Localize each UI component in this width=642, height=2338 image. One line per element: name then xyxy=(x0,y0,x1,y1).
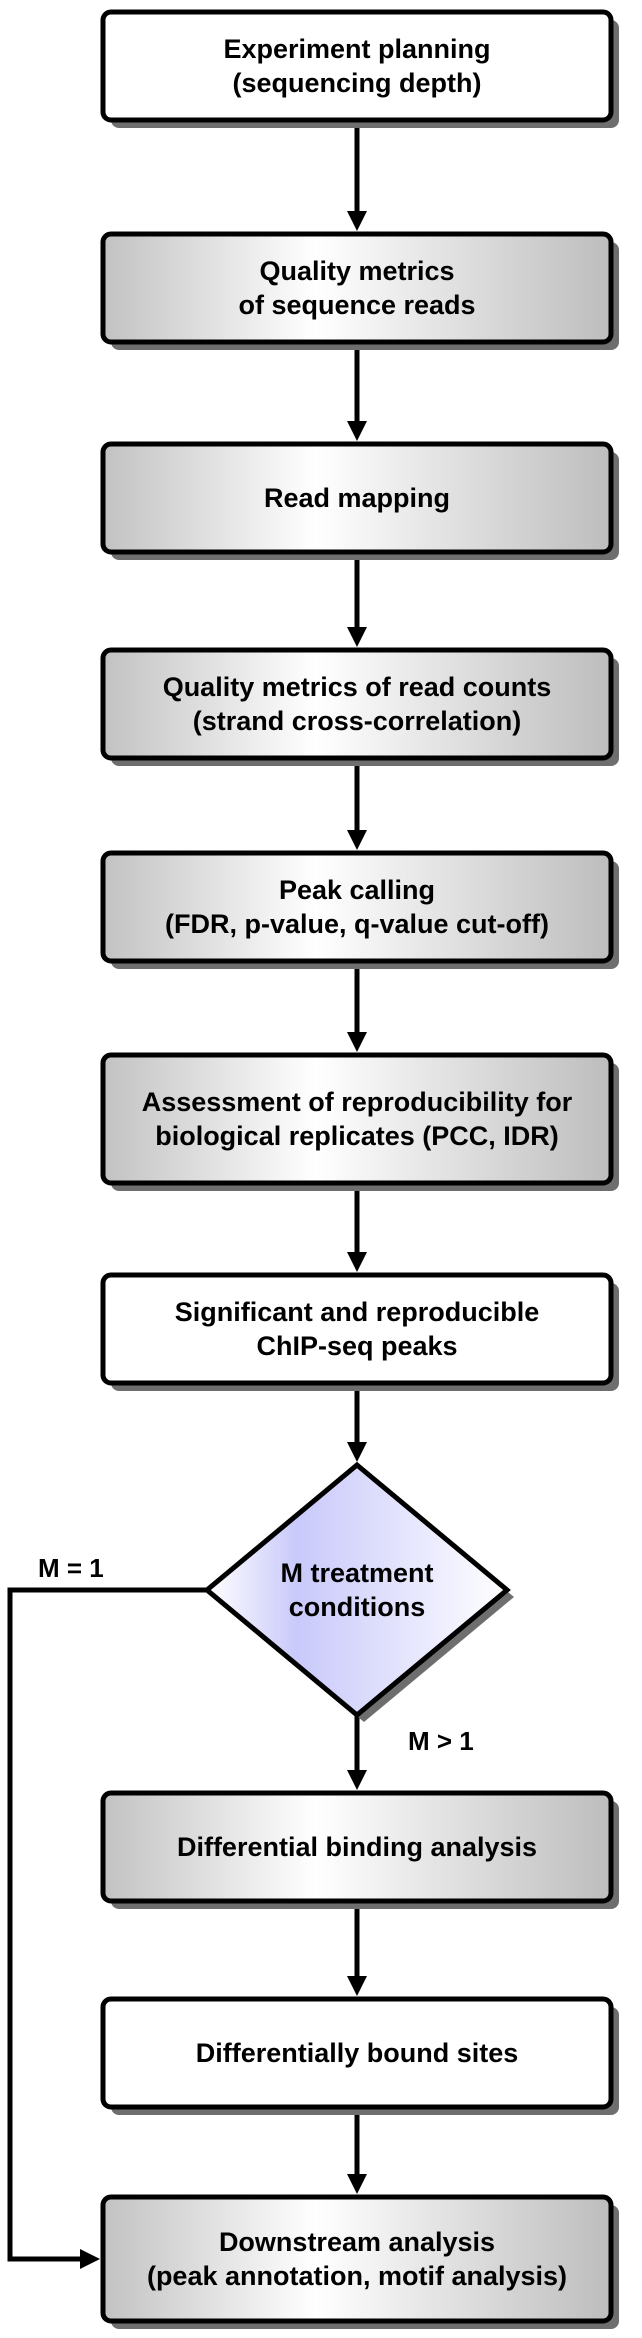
node-label-line: Experiment planning xyxy=(223,34,490,64)
process-box xyxy=(100,1996,614,2110)
node-quality-metrics-counts: Quality metrics of read counts (strand cr… xyxy=(100,647,619,766)
node-label-line: conditions xyxy=(289,1592,426,1622)
arrow-head xyxy=(347,421,367,441)
node-label-line: (peak annotation, motif analysis) xyxy=(147,2261,567,2291)
edge-label-m-equals-1: M = 1 xyxy=(38,1553,104,1583)
node-treatment-conditions: M treatment conditions xyxy=(203,1461,514,1722)
nodes: Experiment planning (sequencing depth) Qua… xyxy=(100,9,619,2329)
node-label-line: (sequencing depth) xyxy=(233,68,482,98)
arrow-head xyxy=(347,1032,367,1052)
process-box xyxy=(100,850,614,964)
node-label-line: biological replicates (PCC, IDR) xyxy=(155,1121,559,1151)
arrow-head xyxy=(347,1252,367,1272)
node-read-mapping: Read mapping xyxy=(100,441,619,560)
node-label: M treatment conditions xyxy=(280,1558,433,1622)
node-label-line: Downstream analysis xyxy=(219,2227,495,2257)
node-label-line: (FDR, p-value, q-value cut-off) xyxy=(165,909,549,939)
node-label-line: Read mapping xyxy=(264,483,450,513)
node-label-line: (strand cross-correlation) xyxy=(193,706,522,736)
node-label: Quality metrics of sequence reads xyxy=(238,256,475,320)
node-differential-binding: Differential binding analysis xyxy=(100,1790,619,1909)
node-label: Experiment planning (sequencing depth) xyxy=(223,34,490,98)
node-label: Assessment of reproducibility for biologi… xyxy=(142,1087,573,1151)
node-peak-calling: Peak calling (FDR, p-value, q-value cut-o… xyxy=(100,850,619,969)
arrow-head xyxy=(347,2174,367,2194)
process-box xyxy=(100,1790,614,1904)
node-experiment-planning: Experiment planning (sequencing depth) xyxy=(100,9,619,128)
node-label: Peak calling (FDR, p-value, q-value cut-o… xyxy=(165,875,549,939)
node-label: Differentially bound sites xyxy=(196,2038,519,2068)
node-label: Significant and reproducible ChIP-seq pea… xyxy=(175,1297,540,1361)
edge-labels: M = 1 M > 1 xyxy=(38,1553,474,1756)
node-label-line: Differentially bound sites xyxy=(196,2038,519,2068)
node-label: Read mapping xyxy=(264,483,450,513)
decision-diamond xyxy=(203,1461,511,1719)
process-box xyxy=(100,1052,614,1186)
node-label-line: Quality metrics xyxy=(259,256,454,286)
process-box xyxy=(100,647,614,761)
node-differentially-bound: Differentially bound sites xyxy=(100,1996,619,2115)
edge-bypass-m-equals-1 xyxy=(7,1587,207,2262)
node-label-line: Quality metrics of read counts xyxy=(163,672,552,702)
node-significant-peaks: Significant and reproducible ChIP-seq pea… xyxy=(100,1272,619,1391)
process-box xyxy=(100,441,614,555)
edges xyxy=(7,120,367,2269)
arrow-head xyxy=(347,830,367,850)
node-downstream-analysis: Downstream analysis (peak annotation, mot… xyxy=(100,2194,619,2329)
process-box xyxy=(100,1272,614,1386)
node-reproducibility: Assessment of reproducibility for biologi… xyxy=(100,1052,619,1191)
edge-label-m-greater-1: M > 1 xyxy=(408,1726,474,1756)
node-label-line: Differential binding analysis xyxy=(177,1832,537,1862)
node-label: Quality metrics of read counts (strand cr… xyxy=(163,672,552,736)
node-label: Downstream analysis (peak annotation, mot… xyxy=(147,2227,567,2291)
process-box xyxy=(100,231,614,345)
node-label-line: Peak calling xyxy=(279,875,435,905)
node-label-line: Significant and reproducible xyxy=(175,1297,540,1327)
process-box xyxy=(100,9,614,123)
node-label-line: M treatment xyxy=(280,1558,433,1588)
arrow-head xyxy=(347,211,367,231)
arrow-head xyxy=(347,1976,367,1996)
arrow-head xyxy=(347,1770,367,1790)
node-label-line: of sequence reads xyxy=(238,290,475,320)
node-quality-metrics-reads: Quality metrics of sequence reads xyxy=(100,231,619,350)
arrow-head xyxy=(347,1442,367,1462)
arrow-head xyxy=(80,2249,100,2269)
arrow-head xyxy=(347,627,367,647)
node-label: Differential binding analysis xyxy=(177,1832,537,1862)
node-label-line: ChIP-seq peaks xyxy=(256,1331,457,1361)
process-box xyxy=(100,2194,614,2324)
node-label-line: Assessment of reproducibility for xyxy=(142,1087,573,1117)
